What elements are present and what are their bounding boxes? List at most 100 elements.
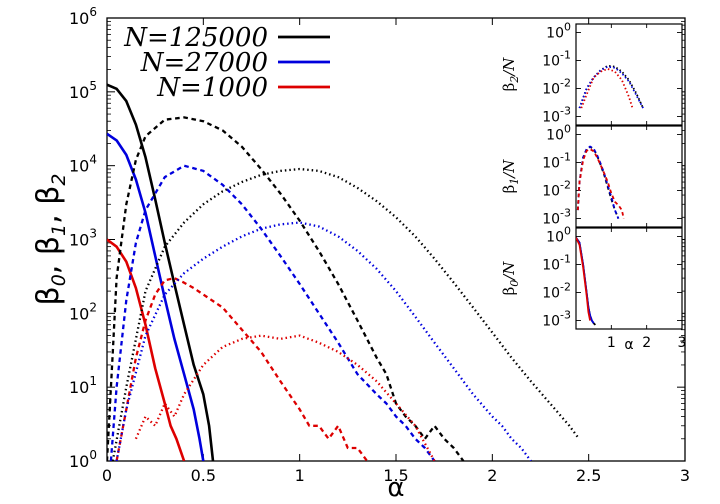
inset-y-tick-label: 10-3 [542,309,571,330]
inset-series-group [576,145,625,219]
inset-y-tick-exp: -2 [560,281,571,294]
inset-series-line-2 [580,68,634,109]
series-line-4 [109,164,436,461]
inset-series-line-2 [576,237,591,321]
inset-y-tick-label: 100 [546,122,571,143]
y-tick-exp: 1 [89,374,97,388]
inset-y-tick-base: 10 [542,286,560,302]
inset-y-tick-exp: -3 [560,309,571,322]
inset-y-tick-label: 10-1 [542,150,571,171]
y-axis-label-subscript: 1 [48,224,70,236]
inset-y-tick-label: 100 [546,224,571,245]
inset-y-label-part: β [500,83,518,92]
inset-y-tick-exp: -3 [560,105,571,118]
series-line-8 [134,334,436,461]
y-tick-exp: 6 [89,5,97,19]
inset-series-line-2 [576,148,625,219]
y-axis-label: β0, β1, β2 [31,174,70,306]
inset-series-line-1 [576,145,620,219]
series-line-7 [115,221,532,461]
y-tick-label: 101 [69,374,97,397]
inset-y-tick-label: 10-2 [542,281,571,302]
inset-y-tick-label: 10-2 [542,77,571,98]
y-tick-exp: 5 [89,79,97,93]
y-tick-label: 103 [69,227,97,250]
inset-y-tick-base: 10 [546,25,564,41]
y-tick-exp: 4 [89,153,97,167]
y-axis-label-part: , β [31,236,66,274]
inset-frame [575,23,683,126]
y-tick-label: 102 [69,300,97,323]
inset-y-tick-label: 100 [546,20,571,41]
inset-y-label-part: /N [500,159,518,180]
inset-y-tick-base: 10 [542,184,560,200]
inset-y-label: β1/N [500,159,521,194]
y-tick-base: 10 [69,231,89,250]
y-tick-exp: 0 [89,448,97,462]
y-tick-exp: 2 [89,300,97,314]
y-axis-label-part: β [31,286,66,305]
inset-frame [575,125,683,228]
inset-y-label-part: /N [500,261,518,282]
y-tick-base: 10 [69,378,89,397]
x-tick-label: 0.5 [191,466,216,485]
inset-y-tick-exp: -2 [560,77,571,90]
y-tick-label: 106 [69,5,97,28]
x-tick-label: 2 [487,466,497,485]
inset-y-tick-base: 10 [542,53,560,69]
y-tick-base: 10 [69,83,89,102]
inset-y-tick-label: 10-2 [542,179,571,200]
y-tick-base: 10 [69,304,89,323]
inset-y-tick-exp: -1 [560,150,571,163]
y-axis-label-subscript: 0 [48,274,70,286]
inset-series-group [576,237,597,326]
inset-x-tick-label: 1 [607,335,616,351]
inset-y-label: β0/N [500,261,521,296]
x-tick-label: 1 [295,466,305,485]
inset-y-tick-exp: -1 [560,252,571,265]
inset-x-tick-label: 3 [678,335,687,351]
inset-x-axis-label: α [624,337,633,353]
y-tick-exp: 3 [89,227,97,241]
inset-y-tick-exp: -3 [560,207,571,220]
inset-y-tick-base: 10 [542,314,560,330]
inset-y-label-subscript: 1 [508,178,521,185]
inset-y-label-subscript: 2 [508,76,521,84]
series-group [107,83,580,461]
inset-y-tick-base: 10 [542,82,560,98]
y-tick-base: 10 [69,9,89,28]
x-tick-label: 1.5 [383,466,408,485]
inset-y-label: β2/N [500,57,521,92]
inset-x-tick-label: 2 [642,335,651,351]
inset-series-group [578,64,644,109]
inset-y-tick-exp: 0 [564,122,571,135]
x-tick-label: 3 [680,466,690,485]
inset-y-tick-exp: -2 [560,179,571,192]
x-tick-label: 2.5 [576,466,601,485]
y-tick-base: 10 [69,157,89,176]
legend-label-0: N=125000 [123,23,268,53]
inset-y-tick-label: 10-3 [542,105,571,126]
inset-frame [575,227,683,330]
inset-y-label-part: β [500,185,518,194]
y-tick-label: 105 [69,79,97,102]
x-tick-label: 0 [102,466,112,485]
inset-y-label-subscript: 0 [508,280,521,287]
inset-series-line-1 [578,65,644,109]
x-axis-label: α [387,473,404,503]
inset-y-tick-base: 10 [542,155,560,171]
inset-y-tick-exp: 0 [564,224,571,237]
series-line-3 [107,116,465,461]
y-axis-label-subscript: 2 [48,174,70,186]
insets: 10010-110-210-3β2/N10010-110-210-3β1/N10… [500,20,686,353]
legend-label-2: N=1000 [156,73,268,103]
y-axis-label-part: , β [31,186,66,224]
inset-y-label-part: /N [500,57,518,78]
inset-y-tick-base: 10 [542,110,560,126]
inset-y-tick-base: 10 [546,229,564,245]
y-tick-base: 10 [69,452,89,471]
